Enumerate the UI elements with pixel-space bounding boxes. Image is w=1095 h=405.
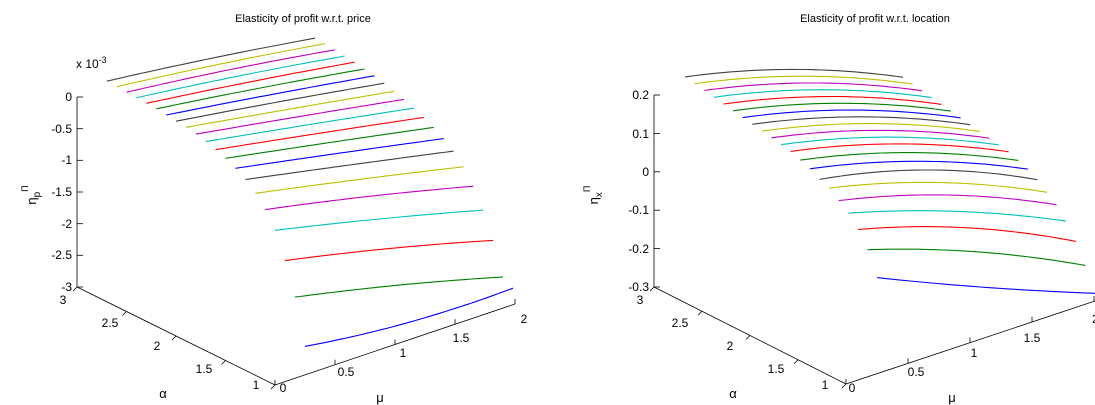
alpha-tick-label: 1.5	[196, 362, 213, 376]
series-line-alpha-2-6	[146, 61, 355, 104]
series-line-alpha-1-6	[819, 169, 1038, 181]
mu-tick-label: 1	[971, 346, 978, 360]
series-line-alpha-2-8	[704, 82, 923, 92]
price-elasticity-panel: Elasticity of profit w.r.t. price 0 -0.5…	[20, 13, 528, 405]
z-tick-label: -2.5	[51, 248, 72, 262]
series-line-alpha-1-1	[294, 276, 504, 298]
series-line-alpha-1-9	[215, 116, 424, 151]
series-line-alpha-2	[781, 136, 1000, 146]
series-line-alpha-1-2	[857, 226, 1076, 242]
location-elasticity-panel: Elasticity of profit w.r.t. location 0.2…	[582, 13, 1095, 405]
series-line-alpha-2-3	[175, 82, 385, 122]
z-tick-marks	[654, 94, 660, 288]
series-line-alpha-1-3	[848, 210, 1067, 222]
location-elasticity-series	[685, 68, 1095, 294]
alpha-tick-marks	[72, 286, 276, 390]
mu-tick-label: 2	[1092, 312, 1095, 326]
series-line-alpha-2-2	[185, 90, 395, 128]
series-line-alpha-1-2	[284, 239, 494, 262]
alpha-tick-label: 1.5	[768, 362, 785, 376]
series-line-alpha-2-2	[761, 123, 980, 132]
z-tick-label: 0	[642, 165, 649, 179]
alpha-tick-label: 3	[637, 293, 644, 307]
mu-tick-label: 2	[521, 312, 528, 326]
z-tick-label: 0	[65, 90, 72, 104]
chart-title: Elasticity of profit w.r.t. price	[235, 13, 371, 25]
alpha-tick-label: 2.5	[672, 316, 689, 330]
mu-axis-label: μ	[948, 390, 956, 405]
mu-tick-label: 1	[400, 346, 407, 360]
series-line-alpha-1-5	[829, 181, 1048, 193]
mu-tick-label: 1.5	[1024, 331, 1041, 345]
z-axis-label: ηxΠ	[582, 186, 605, 205]
mu-tick-marks	[274, 299, 516, 385]
alpha-tick-label: 2	[154, 339, 161, 353]
series-line-alpha-1-4	[838, 194, 1057, 206]
series-line-alpha-2-8	[126, 49, 335, 93]
series-line-alpha-1-8	[225, 126, 434, 159]
exponent-label: x 10-3	[76, 55, 107, 71]
series-line-alpha-2-1	[771, 129, 990, 139]
price-elasticity-series	[106, 37, 514, 347]
z-tick-label: -0.2	[628, 242, 649, 256]
series-line-alpha-1-4	[265, 185, 474, 211]
series-line-alpha-2	[205, 107, 415, 143]
series-line-alpha-2-3	[752, 116, 971, 126]
series-line-alpha-1	[877, 277, 1095, 294]
alpha-axis-label: α	[729, 386, 737, 401]
series-line-alpha-2-5	[733, 102, 952, 112]
z-tick-label: 0.2	[632, 88, 649, 102]
series-line-alpha-2-6	[723, 95, 942, 105]
series-line-alpha-2-5	[156, 68, 365, 110]
chart-title: Elasticity of profit w.r.t. location	[800, 13, 950, 25]
z-axis-label: ηpΠ	[20, 185, 43, 204]
series-line-alpha-1-5	[255, 166, 464, 194]
series-line-alpha-1-8	[800, 152, 1019, 161]
alpha-tick-label: 2.5	[102, 316, 119, 330]
alpha-tick-label: 1	[253, 378, 260, 392]
z-tick-label: -3	[61, 280, 72, 294]
mu-tick-marks	[845, 296, 1095, 384]
series-line-alpha-2-9	[116, 43, 326, 88]
series-line-alpha-1-9	[790, 143, 1009, 153]
series-line-alpha-1-6	[245, 150, 454, 181]
z-tick-label: -0.3	[628, 280, 649, 294]
series-line-alpha-2-7	[136, 55, 345, 99]
z-tick-label: -0.5	[51, 122, 72, 136]
series-line-alpha-3	[106, 37, 316, 82]
mu-tick-label: 0.5	[908, 365, 925, 379]
x-axis-line	[845, 300, 1095, 385]
series-line-alpha-1-7	[235, 138, 444, 169]
z-tick-label: -0.1	[628, 203, 649, 217]
z-tick-marks	[77, 96, 83, 288]
alpha-axis-label: α	[159, 386, 167, 401]
mu-tick-label: 0	[849, 381, 856, 395]
mu-tick-label: 0.5	[338, 365, 355, 379]
series-line-alpha-1-7	[809, 160, 1028, 170]
series-line-alpha-2-7	[713, 89, 932, 99]
series-line-alpha-1-1	[867, 248, 1086, 266]
series-line-alpha-2-9	[694, 75, 913, 85]
mu-tick-label: 0	[280, 381, 287, 395]
alpha-tick-label: 2	[727, 339, 734, 353]
series-line-alpha-1-3	[274, 209, 484, 231]
series-line-alpha-2-1	[195, 98, 405, 135]
series-line-alpha-3	[685, 68, 904, 78]
z-tick-label: -1.5	[51, 185, 72, 199]
series-line-alpha-2-4	[742, 109, 961, 119]
series-line-alpha-1	[304, 287, 514, 347]
alpha-tick-label: 3	[60, 293, 67, 307]
z-tick-label: -1	[61, 153, 72, 167]
alpha-tick-marks	[649, 286, 847, 389]
z-tick-label: -2	[61, 217, 72, 231]
series-line-alpha-2-4	[166, 75, 375, 116]
mu-tick-label: 1.5	[453, 331, 470, 345]
mu-axis-label: μ	[376, 390, 384, 405]
z-tick-label: 0.1	[632, 127, 649, 141]
alpha-tick-label: 1	[822, 378, 829, 392]
